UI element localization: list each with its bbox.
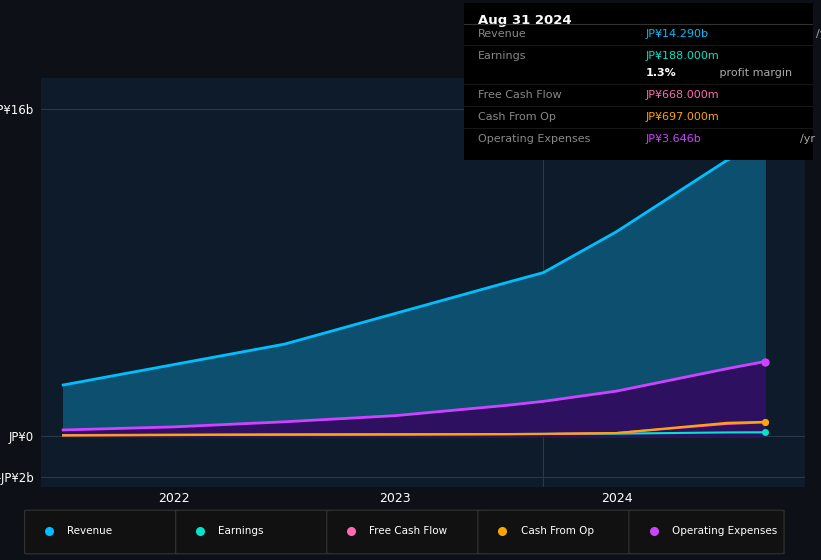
Text: Cash From Op: Cash From Op	[478, 112, 556, 122]
Text: 1.3%: 1.3%	[645, 68, 676, 78]
FancyBboxPatch shape	[176, 510, 331, 554]
Text: JP¥14.290b: JP¥14.290b	[645, 29, 709, 39]
FancyBboxPatch shape	[25, 510, 180, 554]
Text: Operating Expenses: Operating Expenses	[672, 526, 777, 536]
Text: Earnings: Earnings	[478, 51, 526, 61]
FancyBboxPatch shape	[629, 510, 784, 554]
Text: JP¥668.000m: JP¥668.000m	[645, 90, 719, 100]
Text: JP¥188.000m: JP¥188.000m	[645, 51, 719, 61]
Text: Revenue: Revenue	[478, 29, 526, 39]
Text: Free Cash Flow: Free Cash Flow	[369, 526, 447, 536]
Text: /yr: /yr	[800, 134, 814, 144]
Text: profit margin: profit margin	[716, 68, 792, 78]
FancyBboxPatch shape	[478, 510, 633, 554]
Text: Cash From Op: Cash From Op	[521, 526, 594, 536]
Text: JP¥697.000m: JP¥697.000m	[645, 112, 719, 122]
Text: Revenue: Revenue	[67, 526, 112, 536]
Text: Aug 31 2024: Aug 31 2024	[478, 14, 571, 27]
Text: Free Cash Flow: Free Cash Flow	[478, 90, 562, 100]
Text: Earnings: Earnings	[218, 526, 264, 536]
Text: /yr: /yr	[816, 29, 821, 39]
Text: Operating Expenses: Operating Expenses	[478, 134, 590, 144]
Text: JP¥3.646b: JP¥3.646b	[645, 134, 701, 144]
FancyBboxPatch shape	[327, 510, 482, 554]
